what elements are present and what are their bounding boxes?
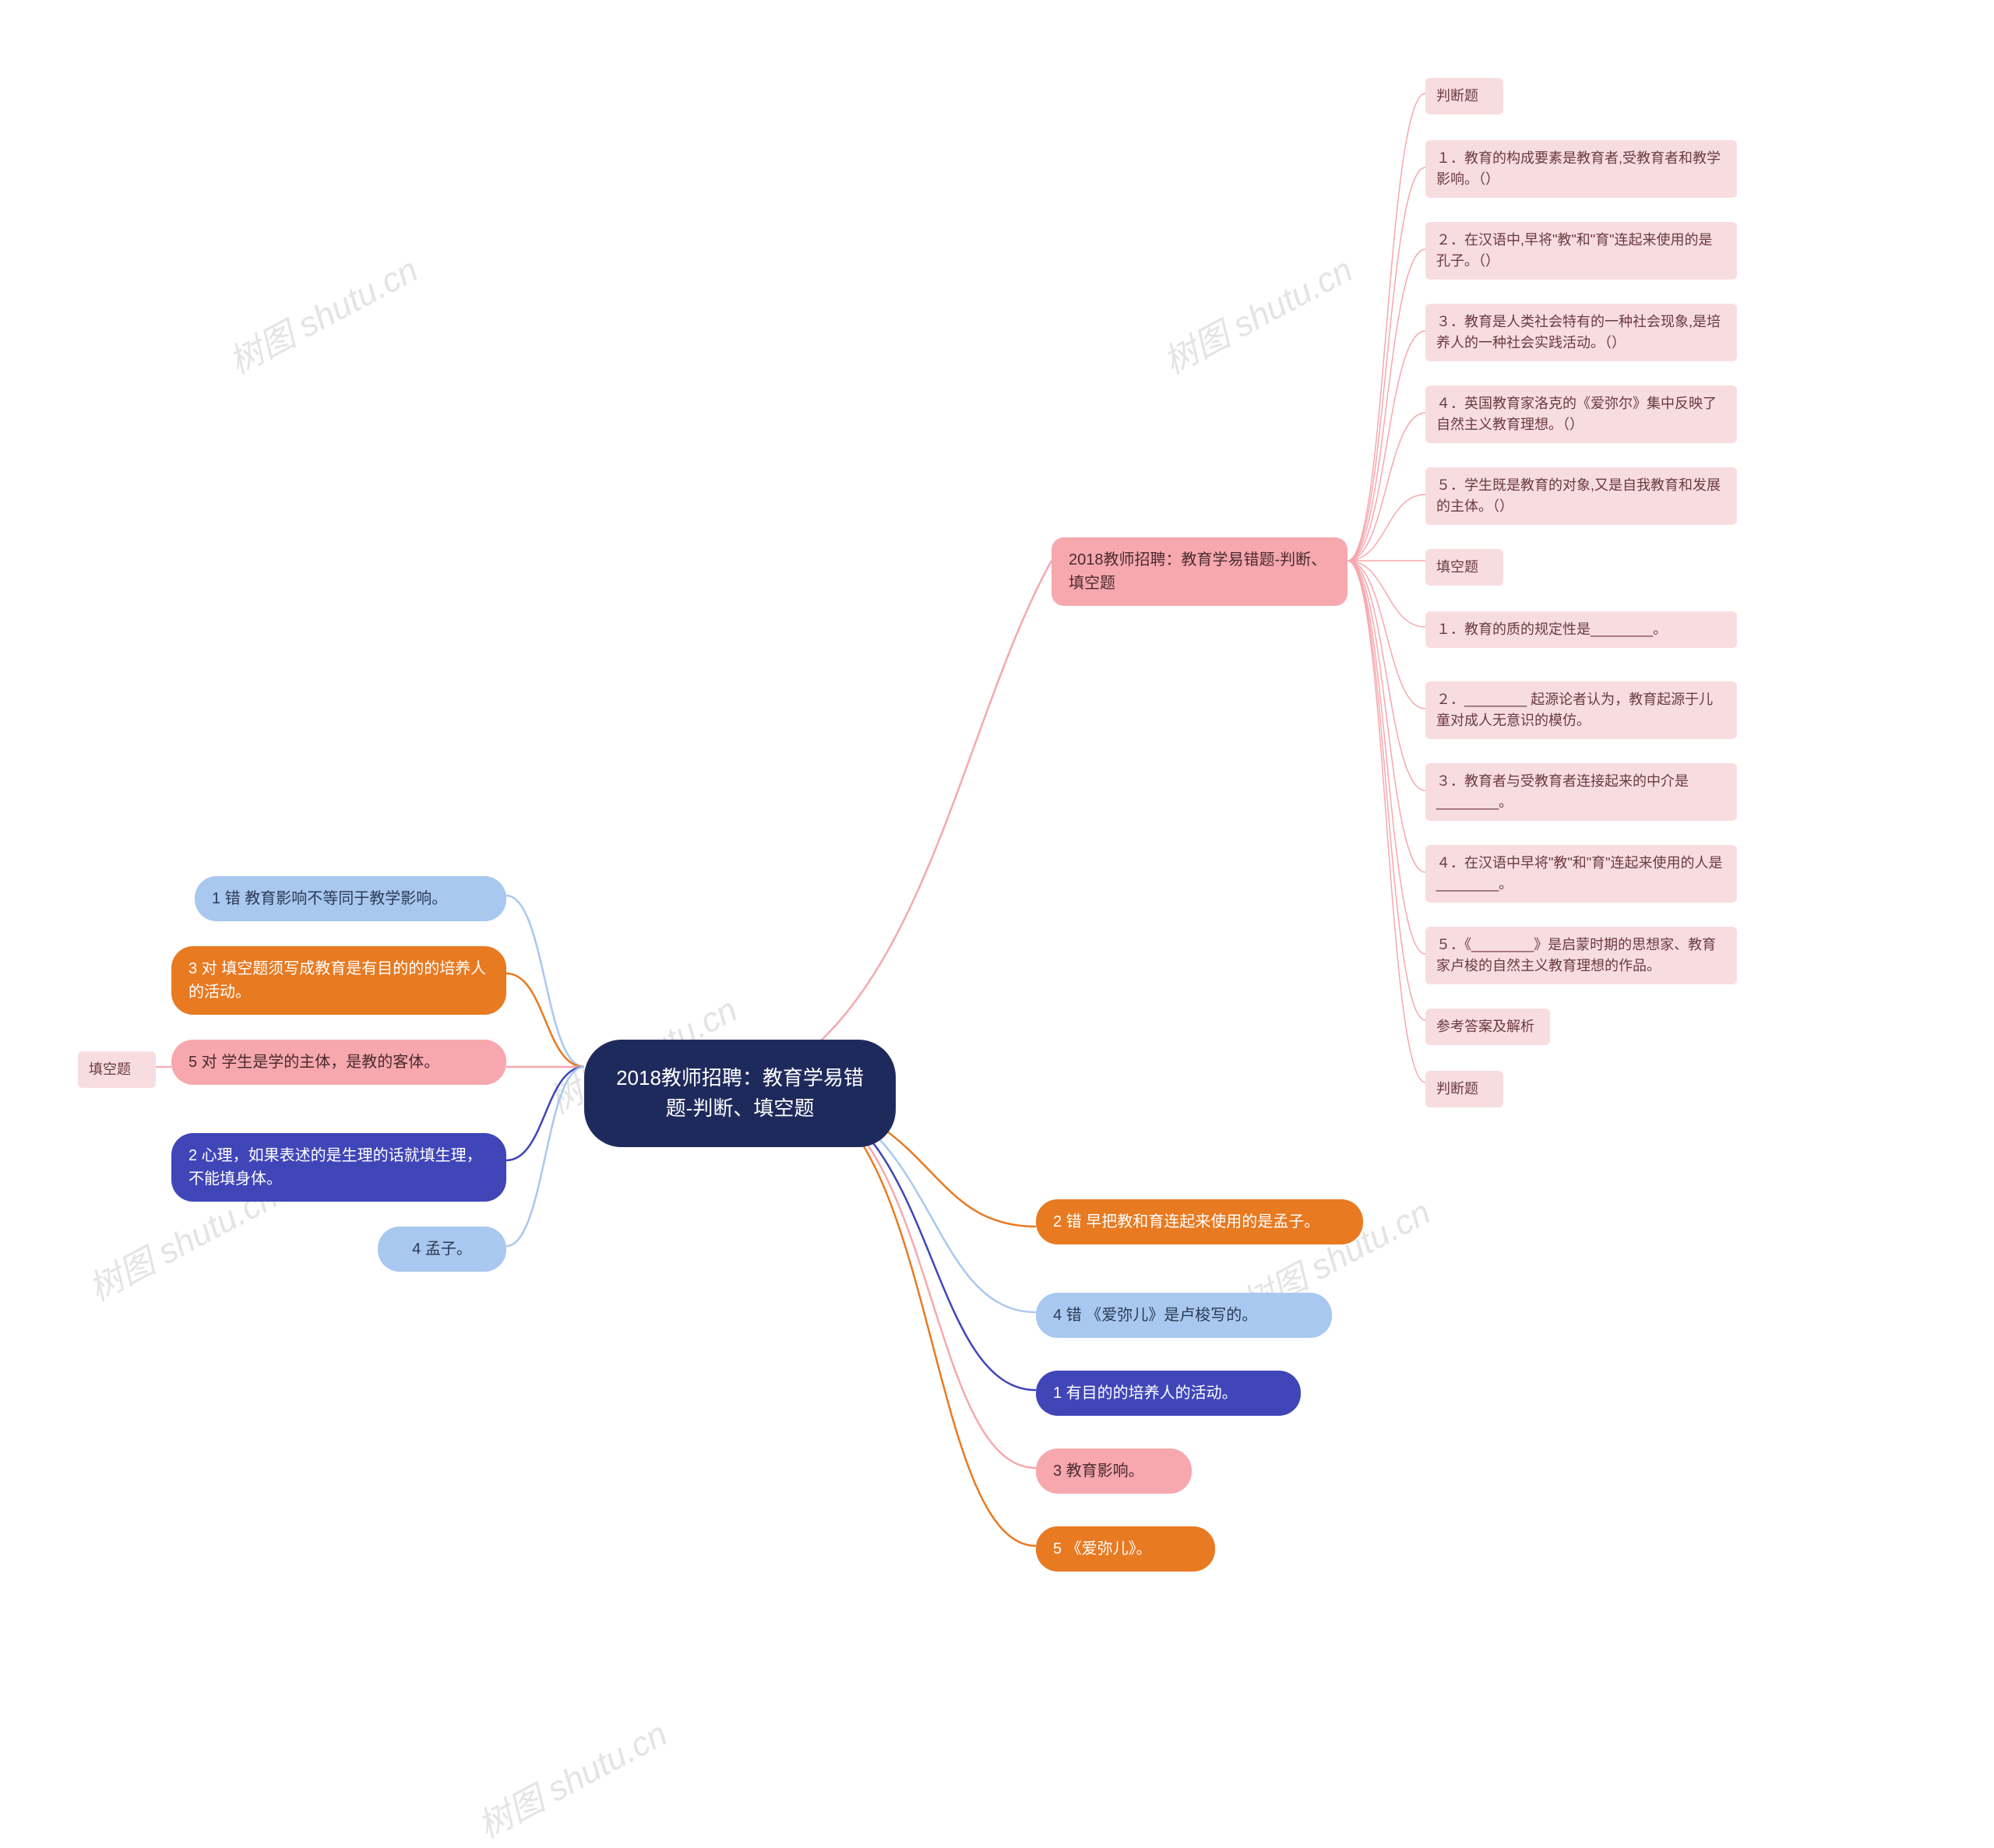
- detail-text: ４．英国教育家洛克的《爱弥尔》集中反映了自然主义教育理想。（）: [1436, 393, 1726, 435]
- detail-text: ５．《________》是启蒙时期的思想家、教育家卢梭的自然主义教育理想的作品。: [1436, 935, 1726, 977]
- detail-text: ２．________ 起源论者认为，教育起源于儿童对成人无意识的模仿。: [1436, 689, 1726, 731]
- left-node-4[interactable]: 4 孟子。: [378, 1227, 506, 1272]
- detail-text: 判断题: [1436, 1079, 1478, 1100]
- detail-item[interactable]: ５．《________》是启蒙时期的思想家、教育家卢梭的自然主义教育理想的作品。: [1425, 927, 1737, 984]
- detail-item[interactable]: ４．在汉语中早将"教"和"育"连起来使用的人是 ________。: [1425, 845, 1737, 903]
- detail-text: 判断题: [1436, 86, 1478, 107]
- detail-item[interactable]: ４．英国教育家洛克的《爱弥尔》集中反映了自然主义教育理想。（）: [1425, 385, 1737, 443]
- detail-text: ３．教育是人类社会特有的一种社会现象,是培养人的一种社会实践活动。（）: [1436, 312, 1726, 354]
- node-text: 2 错 早把教和育连起来使用的是孟子。: [1053, 1210, 1319, 1234]
- detail-text: １．教育的构成要素是教育者,受教育者和教学影响。（）: [1436, 148, 1726, 190]
- node-text: 1 错 教育影响不等同于教学影响。: [212, 887, 447, 910]
- right-node-5[interactable]: 5 《爱弥儿》。: [1036, 1526, 1215, 1572]
- branch-topright-label: 2018教师招聘：教育学易错题-判断、填空题: [1069, 548, 1330, 595]
- detail-item[interactable]: 判断题: [1425, 78, 1503, 114]
- branch-topright[interactable]: 2018教师招聘：教育学易错题-判断、填空题: [1052, 537, 1348, 606]
- left-node-2[interactable]: 2 心理，如果表述的是生理的话就填生理，不能填身体。: [171, 1133, 506, 1202]
- node-text: 4 孟子。: [412, 1237, 472, 1261]
- watermark: 树图 shutu.cn: [1154, 242, 1360, 384]
- detail-item[interactable]: ２．________ 起源论者认为，教育起源于儿童对成人无意识的模仿。: [1425, 681, 1737, 739]
- right-node-2[interactable]: 2 错 早把教和育连起来使用的是孟子。: [1036, 1199, 1363, 1244]
- right-node-1[interactable]: 1 有目的的培养人的活动。: [1036, 1371, 1301, 1416]
- detail-text: 填空题: [1436, 557, 1478, 578]
- detail-item[interactable]: 参考答案及解析: [1425, 1008, 1550, 1045]
- detail-item[interactable]: 填空题: [1425, 549, 1503, 586]
- node-text: 5 《爱弥儿》。: [1053, 1537, 1152, 1561]
- left-node-1[interactable]: 1 错 教育影响不等同于教学影响。: [195, 876, 506, 921]
- detail-item[interactable]: ５．学生既是教育的对象,又是自我教育和发展的主体。（）: [1425, 467, 1737, 525]
- node-text: 2 心理，如果表述的是生理的话就填生理，不能填身体。: [188, 1144, 489, 1191]
- detail-text: ４．在汉语中早将"教"和"育"连起来使用的人是 ________。: [1436, 853, 1726, 895]
- detail-item[interactable]: １．教育的构成要素是教育者,受教育者和教学影响。（）: [1425, 140, 1737, 198]
- watermark: 树图 shutu.cn: [219, 242, 425, 384]
- right-node-3[interactable]: 3 教育影响。: [1036, 1448, 1192, 1494]
- node-text: 3 教育影响。: [1053, 1459, 1144, 1483]
- left-node-5[interactable]: 5 对 学生是学的主体，是教的客体。: [171, 1040, 506, 1085]
- left-node-3[interactable]: 3 对 填空题须写成教育是有目的的的培养人的活动。: [171, 946, 506, 1015]
- detail-text: ３．教育者与受教育者连接起来的中介是________。: [1436, 771, 1726, 813]
- node-text: 填空题: [89, 1059, 131, 1080]
- node-text: 3 对 填空题须写成教育是有目的的的培养人的活动。: [188, 957, 489, 1004]
- detail-text: ５．学生既是教育的对象,又是自我教育和发展的主体。（）: [1436, 475, 1726, 517]
- detail-item[interactable]: 判断题: [1425, 1071, 1503, 1107]
- node-text: 4 错 《爱弥儿》是卢梭写的。: [1053, 1304, 1257, 1327]
- fill-label-node[interactable]: 填空题: [78, 1051, 156, 1088]
- detail-item[interactable]: ３．教育者与受教育者连接起来的中介是________。: [1425, 763, 1737, 821]
- center-title: 2018教师招聘：教育学易错题-判断、填空题: [611, 1063, 869, 1124]
- detail-item[interactable]: ３．教育是人类社会特有的一种社会现象,是培养人的一种社会实践活动。（）: [1425, 304, 1737, 361]
- center-node[interactable]: 2018教师招聘：教育学易错题-判断、填空题: [584, 1040, 896, 1147]
- detail-text: ２．在汉语中,早将"教"和"育"连起来使用的是孔子。（）: [1436, 230, 1726, 272]
- detail-item[interactable]: ２．在汉语中,早将"教"和"育"连起来使用的是孔子。（）: [1425, 222, 1737, 280]
- detail-text: 参考答案及解析: [1436, 1016, 1534, 1037]
- detail-text: １．教育的质的规定性是________。: [1436, 619, 1667, 640]
- detail-item[interactable]: １．教育的质的规定性是________。: [1425, 611, 1737, 648]
- watermark: 树图 shutu.cn: [468, 1706, 675, 1848]
- node-text: 5 对 学生是学的主体，是教的客体。: [188, 1051, 439, 1074]
- right-node-4[interactable]: 4 错 《爱弥儿》是卢梭写的。: [1036, 1293, 1332, 1338]
- node-text: 1 有目的的培养人的活动。: [1053, 1382, 1238, 1405]
